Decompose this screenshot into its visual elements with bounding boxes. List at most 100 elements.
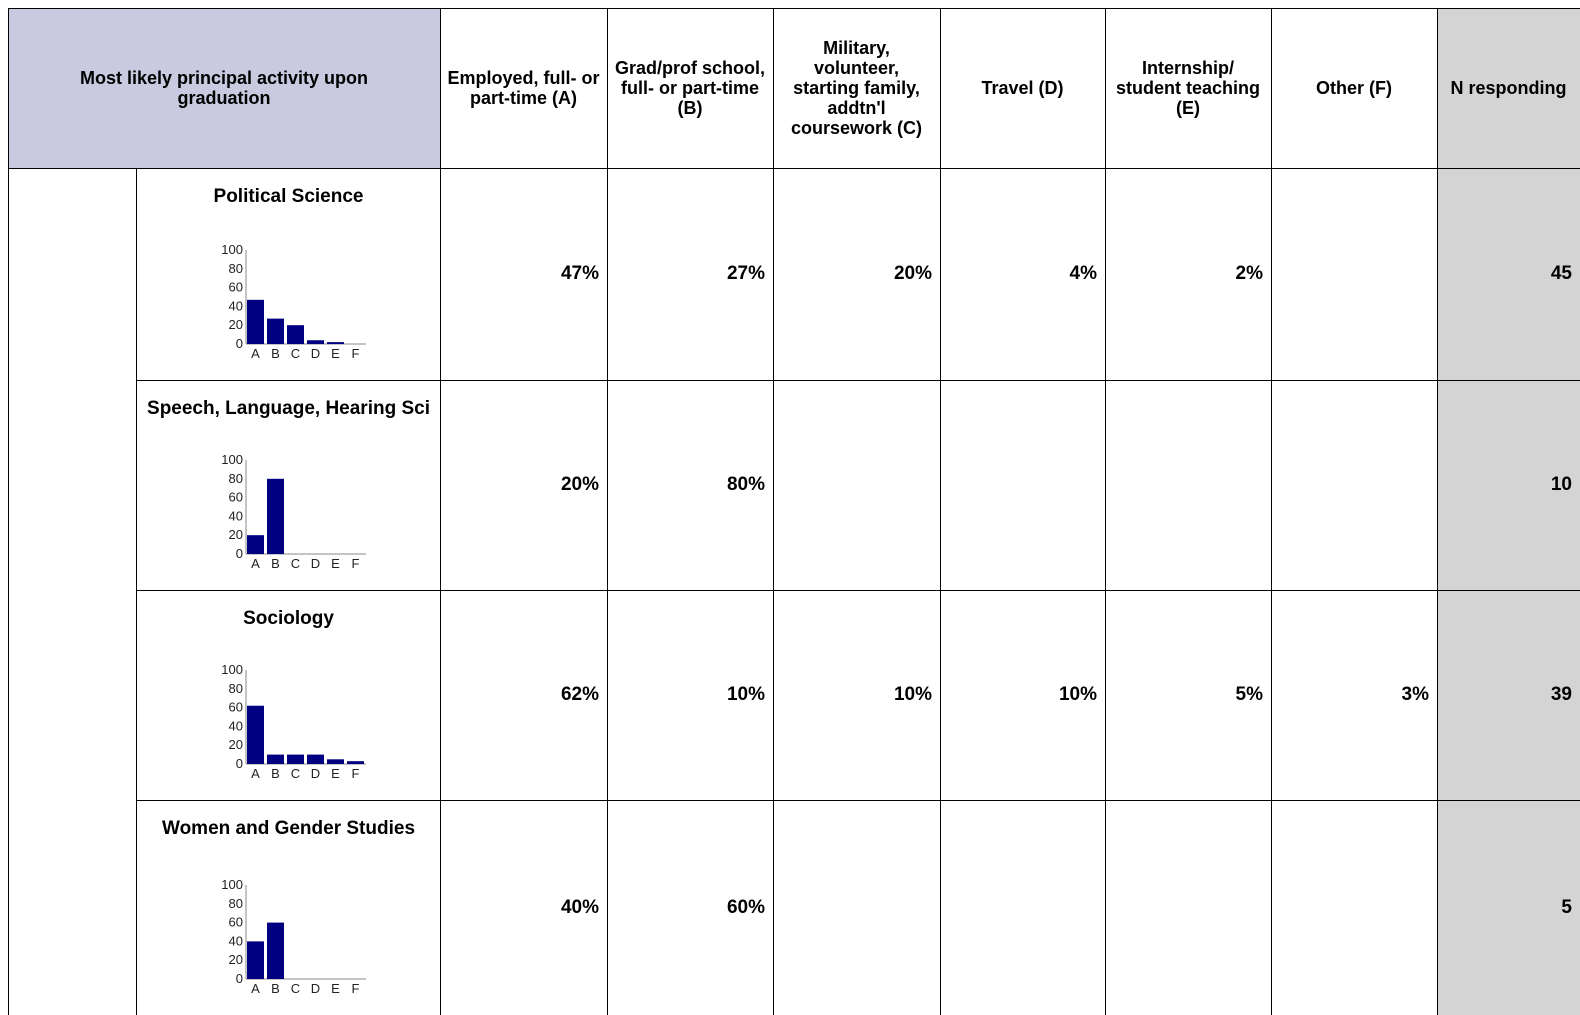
x-tick-label: F (352, 766, 360, 780)
column-border (440, 8, 441, 1015)
header-bottom-border (8, 168, 1580, 169)
bar-d (307, 754, 324, 764)
value-cell-a: 62% (560, 684, 599, 705)
x-tick-label: D (311, 346, 320, 360)
value-cell-e: 5% (1235, 684, 1263, 705)
x-tick-label: C (291, 981, 300, 995)
x-tick-label: B (271, 556, 280, 570)
row-border (136, 800, 1580, 801)
x-tick-label: D (311, 981, 320, 995)
column-header-d: Travel (D) (981, 78, 1064, 98)
mini-bar-chart: 0 20 40 60 80 100 A B C D E F (221, 242, 366, 360)
bar-a (247, 705, 264, 764)
bar-e (327, 342, 344, 344)
bar-c (287, 325, 304, 344)
y-tick-label: 20 (229, 317, 243, 332)
value-cell-c: 10% (893, 684, 932, 705)
y-tick-label: 20 (229, 952, 243, 967)
column-header-c: Military, volunteer, starting family, ad… (790, 38, 923, 138)
column-border (1437, 8, 1438, 1015)
column-border (773, 8, 774, 1015)
value-cell-b: 27% (726, 263, 765, 284)
column-header-f: Other (F) (1316, 78, 1392, 98)
major-name: Sociology (243, 608, 334, 629)
y-tick-label: 40 (229, 298, 243, 313)
y-tick-label: 60 (229, 700, 243, 715)
x-tick-label: E (331, 346, 340, 360)
value-cell-b: 80% (726, 474, 765, 495)
column-border (607, 8, 608, 1015)
value-cell-e: 2% (1235, 263, 1263, 284)
x-tick-label: B (271, 981, 280, 995)
value-cell-d (940, 800, 1105, 1015)
bar-e (327, 759, 344, 764)
x-tick-label: E (331, 556, 340, 570)
column-border (940, 8, 941, 1015)
x-tick-label: B (271, 766, 280, 780)
major-name: Political Science (213, 186, 364, 207)
y-tick-label: 0 (236, 971, 243, 986)
row-border (136, 380, 1580, 381)
value-cell-a: 40% (560, 896, 599, 918)
bar-f (347, 761, 364, 764)
n-responding-cell: 5 (1437, 800, 1580, 1015)
y-tick-label: 20 (229, 737, 243, 752)
mini-bar-chart: 0 20 40 60 80 100 A B C D E F (221, 662, 366, 780)
mini-bar-chart: 0 20 40 60 80 100 A B C D E F (221, 877, 366, 995)
y-tick-label: 40 (229, 718, 243, 733)
chart-container: 0 20 40 60 80 100 A B C D E F (200, 240, 380, 360)
value-cell-b: 60% (726, 896, 765, 918)
x-tick-label: A (251, 766, 260, 780)
y-tick-label: 100 (221, 662, 243, 677)
bar-a (247, 941, 264, 979)
column-border (1271, 8, 1272, 1015)
major-name: Speech, Language, Hearing Sci (147, 398, 430, 419)
x-tick-label: F (352, 346, 360, 360)
n-responding-cell: 10 (1437, 380, 1580, 590)
x-tick-label: E (331, 766, 340, 780)
y-tick-label: 40 (229, 508, 243, 523)
value-cell-f (1271, 380, 1437, 590)
x-tick-label: C (291, 346, 300, 360)
bar-b (267, 922, 284, 979)
x-tick-label: E (331, 981, 340, 995)
chart-container: 0 20 40 60 80 100 A B C D E F (200, 660, 380, 780)
n-responding-cell: 39 (1437, 590, 1580, 800)
bar-a (247, 535, 264, 554)
group-column-border (136, 168, 137, 1015)
value-cell-f (1271, 168, 1437, 380)
column-header-b: Grad/prof school, full- or part-time (B) (614, 58, 765, 118)
y-tick-label: 80 (229, 896, 243, 911)
x-tick-label: C (291, 556, 300, 570)
y-tick-label: 100 (221, 877, 243, 892)
value-cell-d (940, 380, 1105, 590)
major-name: Women and Gender Studies (161, 818, 416, 839)
value-cell-d: 10% (1058, 684, 1097, 705)
column-header-a: Employed, full- or part-time (A) (447, 68, 600, 108)
y-tick-label: 60 (229, 490, 243, 505)
bar-b (267, 478, 284, 554)
x-tick-label: D (311, 556, 320, 570)
y-tick-label: 80 (229, 681, 243, 696)
bar-b (267, 318, 284, 344)
y-tick-label: 80 (229, 471, 243, 486)
x-tick-label: F (352, 981, 360, 995)
table-left-border (8, 8, 9, 1015)
x-tick-label: F (352, 556, 360, 570)
value-cell-f: 3% (1401, 684, 1429, 705)
x-tick-label: A (251, 981, 260, 995)
y-tick-label: 40 (229, 933, 243, 948)
bar-a (247, 299, 264, 344)
value-cell-c (773, 380, 940, 590)
x-tick-label: A (251, 556, 260, 570)
bar-d (307, 340, 324, 344)
value-cell-e (1105, 380, 1271, 590)
n-responding-cell: 45 (1437, 168, 1580, 380)
bar-b (267, 754, 284, 764)
x-tick-label: A (251, 346, 260, 360)
value-cell-f (1271, 800, 1437, 1015)
y-tick-label: 100 (221, 452, 243, 467)
chart-container: 0 20 40 60 80 100 A B C D E F (200, 875, 380, 995)
y-tick-label: 0 (236, 756, 243, 771)
